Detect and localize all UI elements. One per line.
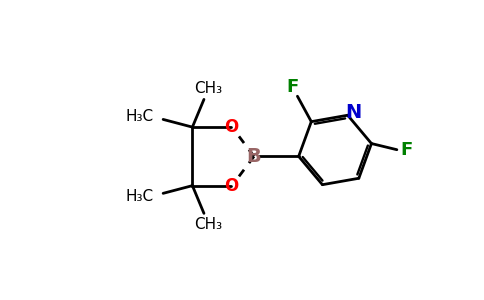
Text: H₃C: H₃C bbox=[126, 189, 154, 204]
Text: F: F bbox=[287, 78, 299, 96]
Text: CH₃: CH₃ bbox=[194, 217, 222, 232]
Text: N: N bbox=[345, 103, 361, 122]
Text: CH₃: CH₃ bbox=[194, 81, 222, 96]
Text: B: B bbox=[247, 147, 261, 166]
Text: O: O bbox=[224, 118, 238, 136]
Text: O: O bbox=[224, 177, 238, 195]
Text: F: F bbox=[400, 141, 412, 159]
Text: H₃C: H₃C bbox=[126, 109, 154, 124]
